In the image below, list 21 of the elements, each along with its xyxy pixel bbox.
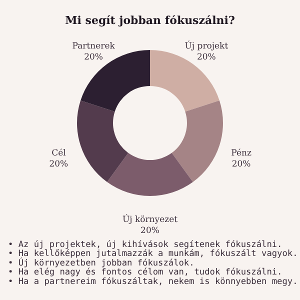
text: • Az új projektek, új kihívások segítenek fókuszálni. — [8, 240, 282, 250]
donut-slice — [172, 100, 223, 182]
donut-slice — [107, 152, 193, 196]
text: • Ha elég nagy és fontos célom van, tudok fókuszálni. — [8, 268, 282, 278]
data-label: 20% — [196, 52, 216, 62]
slice-label: Pénz — [231, 148, 252, 159]
slice-label: Partnerek — [72, 41, 116, 52]
text: • Ha a partnereim fókuszáltak, nekem is könnyebben megy. — [8, 276, 298, 287]
text: • Ha kellőképpen jutalmazzák a munkám, fókuszált vagyok. — [8, 249, 298, 260]
data-label: 20% — [232, 160, 251, 170]
data-label: 20% — [84, 52, 104, 62]
donut-slice — [77, 100, 128, 182]
text: • Új környezetben jobban fókuszálok. — [8, 257, 194, 268]
donut-slice — [150, 50, 220, 112]
slice-label: Új projekt — [184, 40, 229, 52]
data-label: 20% — [49, 160, 68, 170]
data-label: 20% — [140, 226, 160, 236]
chart-title: Mi segít jobban fókuszálni? — [65, 14, 235, 27]
slice-label: Új környezet — [122, 214, 178, 225]
donut-slice — [80, 50, 150, 112]
slice-label: Cél — [52, 148, 66, 159]
